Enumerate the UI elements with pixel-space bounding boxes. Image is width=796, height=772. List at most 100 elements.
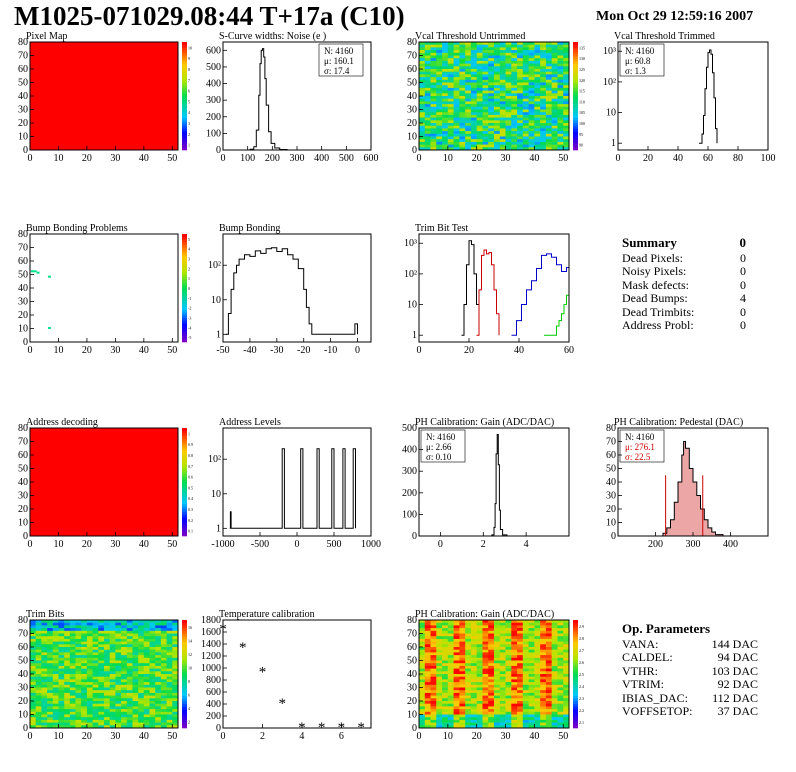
chart-panel: Address Levels -1000 -500 0 500 1000 1 10 10²	[208, 417, 381, 550]
palette-cell	[573, 66, 578, 70]
histogram-line	[659, 441, 724, 537]
histogram-line	[699, 49, 718, 144]
palette-cell	[573, 655, 578, 659]
summary-row: Mask defects: 0	[622, 278, 746, 293]
palette-tick-label: 10	[188, 665, 192, 670]
palette-cell	[573, 141, 578, 145]
palette-cell	[182, 630, 187, 634]
y-tick-label: 30	[606, 491, 616, 502]
palette-cell	[573, 625, 578, 629]
y-tick-label: 50	[407, 656, 417, 667]
palette-cell	[182, 706, 187, 710]
x-tick-label: 0	[28, 731, 33, 742]
chart-title: S-Curve widths: Noise (e )	[219, 31, 326, 42]
palette-cell	[573, 85, 578, 89]
parameters-panel: Op. Parameters VANA: 144 DAC CALDEL: 94 DAC…	[622, 622, 758, 719]
x-tick-label: 10	[53, 731, 63, 742]
chart-title: Vcal Threshold Untrimmed	[415, 31, 525, 42]
plot-frame	[617, 41, 769, 151]
palette-cell	[573, 42, 578, 45]
y-tick-label: 1	[611, 138, 616, 149]
y-tick-label: 1	[216, 329, 221, 340]
plot-frame	[222, 619, 372, 729]
histogram-line	[461, 240, 480, 336]
palette-tick-label: 120	[579, 78, 585, 83]
palette-cell	[182, 271, 187, 275]
palette-tick-label: 6	[188, 89, 190, 94]
x-tick-label: 40	[139, 153, 149, 164]
palette-cell	[182, 487, 187, 491]
stats-line: σ: 17.4	[324, 66, 350, 76]
palette-tick-label: 4	[188, 706, 190, 711]
x-tick-label: 10	[443, 153, 453, 164]
palette-cell	[182, 144, 187, 148]
data-point: *	[278, 696, 286, 712]
palette-cell	[182, 674, 187, 677]
palette-cell	[182, 236, 187, 240]
palette-tick-label: 2.3	[579, 696, 584, 701]
parameters-title: Op. Parameters	[622, 621, 711, 636]
palette-cell	[182, 52, 187, 56]
chart-panel: PH Calibration: Gain (ADC/DAC) 2.1 2.2 2.3 2…	[407, 609, 584, 742]
palette-tick-label: 0.3	[188, 507, 193, 512]
y-tick-label: 40	[407, 91, 417, 102]
data-point: *	[239, 640, 247, 656]
y-tick-label: 100	[206, 128, 221, 139]
palette-cell	[182, 74, 187, 78]
x-tick-label: 0	[417, 345, 422, 356]
palette-cell	[182, 282, 187, 286]
y-tick-label: 30	[18, 297, 28, 308]
palette-cell	[573, 77, 578, 81]
palette-cell	[182, 60, 187, 64]
stats-line: N: 4160	[625, 432, 655, 442]
palette-tick-label: 1	[188, 143, 190, 148]
palette-tick-label: 105	[579, 110, 585, 115]
summary-value: 0	[739, 235, 747, 250]
palette-cell	[182, 690, 187, 694]
palette-cell	[182, 498, 187, 502]
parameter-row: VTHR: 103 DAC	[622, 664, 758, 679]
palette-cell	[573, 649, 578, 653]
palette-tick-label: 5	[188, 237, 190, 242]
chart-panel: PH Calibration: Gain (ADC/DAC) N: 4160μ: …	[402, 417, 570, 550]
x-tick-label: 0	[355, 345, 360, 356]
palette-cell	[573, 665, 578, 669]
palette-cell	[182, 315, 187, 318]
palette-cell	[573, 676, 578, 680]
palette-cell	[573, 96, 578, 99]
palette-cell	[182, 671, 187, 675]
x-tick-label: -40	[243, 345, 256, 356]
y-tick-label: 10²	[603, 77, 616, 88]
x-tick-label: 400	[723, 539, 738, 550]
palette-cell	[182, 676, 187, 680]
histogram-line	[487, 434, 508, 537]
x-tick-label: -20	[297, 345, 310, 356]
summary-label: Dead Pixels:	[622, 250, 683, 265]
palette-cell	[573, 114, 578, 118]
x-tick-label: 600	[364, 153, 379, 164]
y-tick-label: 20	[18, 310, 28, 321]
palette-cell	[182, 298, 187, 302]
palette-cell	[182, 234, 187, 237]
palette-cell	[182, 304, 187, 308]
summary-header: Summary 0	[622, 236, 746, 250]
y-tick-label: 40	[18, 91, 28, 102]
palette-cell	[182, 622, 187, 626]
x-tick-label: 10	[53, 153, 63, 164]
palette-tick-label: 2.7	[579, 648, 584, 653]
palette-cell	[182, 325, 187, 329]
y-tick-label: 60	[407, 64, 417, 75]
palette-cell	[182, 519, 187, 523]
y-tick-label: 50	[407, 78, 417, 89]
palette-cell	[182, 449, 187, 453]
palette-cell	[182, 277, 187, 281]
palette-cell	[573, 71, 578, 75]
palette-tick-label: 2	[188, 266, 190, 271]
chart-title: Bump Bonding	[219, 223, 280, 234]
palette-tick-label: 90	[579, 143, 583, 148]
palette-cell	[182, 428, 187, 431]
palette-tick-label: 2.1	[579, 720, 584, 725]
palette-cell	[573, 622, 578, 626]
